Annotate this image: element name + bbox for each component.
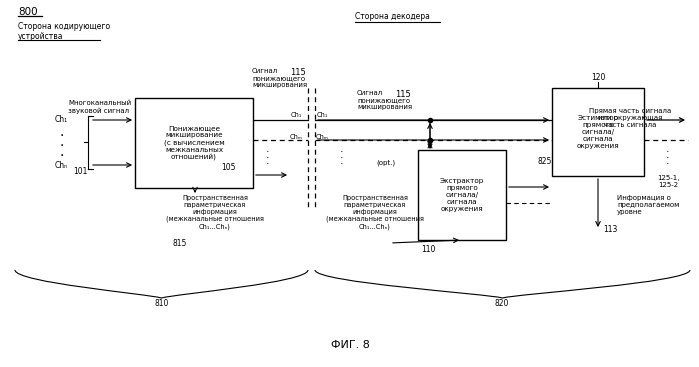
Text: (opt.): (opt.)	[377, 160, 396, 166]
Bar	[552, 88, 644, 176]
Text: 820: 820	[495, 298, 509, 308]
Text: Пространственная
параметрическая
информация
(межканальные отношения
Ch₁...Chₙ): Пространственная параметрическая информа…	[326, 195, 424, 230]
Text: ФИГ. 8: ФИГ. 8	[331, 340, 370, 350]
Text: ·: ·	[666, 153, 670, 163]
Text: Эстиматор
прямого
сигнала/
сигнала
окружения: Эстиматор прямого сигнала/ сигнала окруж…	[577, 115, 619, 149]
Text: 800: 800	[18, 7, 38, 17]
Text: Ch₁: Ch₁	[290, 112, 302, 118]
Text: Многоканальный
звуковой сигнал: Многоканальный звуковой сигнал	[68, 100, 131, 114]
Text: 115: 115	[395, 90, 411, 99]
Text: 113: 113	[603, 225, 617, 235]
Text: 101: 101	[73, 167, 87, 177]
Text: 825: 825	[537, 157, 552, 167]
Text: ·: ·	[60, 129, 64, 143]
Text: Экстрактор
прямого
сигнала/
сигнала
окружения: Экстрактор прямого сигнала/ сигнала окру…	[440, 178, 484, 212]
Text: ·: ·	[666, 159, 670, 169]
Text: 115: 115	[290, 68, 305, 77]
Text: 110: 110	[421, 246, 435, 254]
Text: 125-1,
125-2: 125-1, 125-2	[657, 175, 679, 188]
Text: 810: 810	[154, 298, 169, 308]
Text: Сторона декодера: Сторона декодера	[355, 12, 430, 21]
Text: 120: 120	[591, 73, 605, 83]
Bar	[135, 98, 253, 188]
Text: Сторона кодирующего
устройства: Сторона кодирующего устройства	[18, 22, 110, 41]
Text: Chₘ: Chₘ	[315, 134, 329, 140]
Text: Сигнал
понижающего
микширования: Сигнал понижающего микширования	[357, 90, 412, 110]
Text: ·: ·	[340, 147, 344, 157]
Text: ·: ·	[666, 147, 670, 157]
Text: ·: ·	[266, 147, 270, 157]
Text: Chₙ: Chₙ	[55, 160, 68, 170]
Text: Chₘ: Chₘ	[289, 134, 303, 140]
Text: Информация о
предполагаемом
уровне: Информация о предполагаемом уровне	[617, 195, 679, 215]
Text: Ch₁: Ch₁	[317, 112, 328, 118]
Text: Ch₁: Ch₁	[55, 116, 68, 124]
Text: Прямая часть сигнала
или окружающая
часть сигнала: Прямая часть сигнала или окружающая част…	[589, 108, 671, 128]
Text: ·: ·	[340, 153, 344, 163]
Text: Пространственная
параметрическая
информация
(межканальные отношения
Ch₁...Chₙ): Пространственная параметрическая информа…	[166, 195, 264, 230]
Text: Понижающее
микширование
(с вычислением
межканальных
отношений): Понижающее микширование (с вычислением м…	[164, 125, 224, 161]
Text: ·: ·	[340, 159, 344, 169]
Text: 105: 105	[221, 164, 236, 172]
Text: ·: ·	[266, 153, 270, 163]
Text: 815: 815	[173, 239, 187, 247]
Text: ·: ·	[60, 149, 64, 163]
Text: Сигнал
понижающего
микширования: Сигнал понижающего микширования	[252, 68, 307, 88]
Text: ·: ·	[266, 159, 270, 169]
Text: ·: ·	[60, 139, 64, 153]
Bar	[418, 150, 506, 240]
